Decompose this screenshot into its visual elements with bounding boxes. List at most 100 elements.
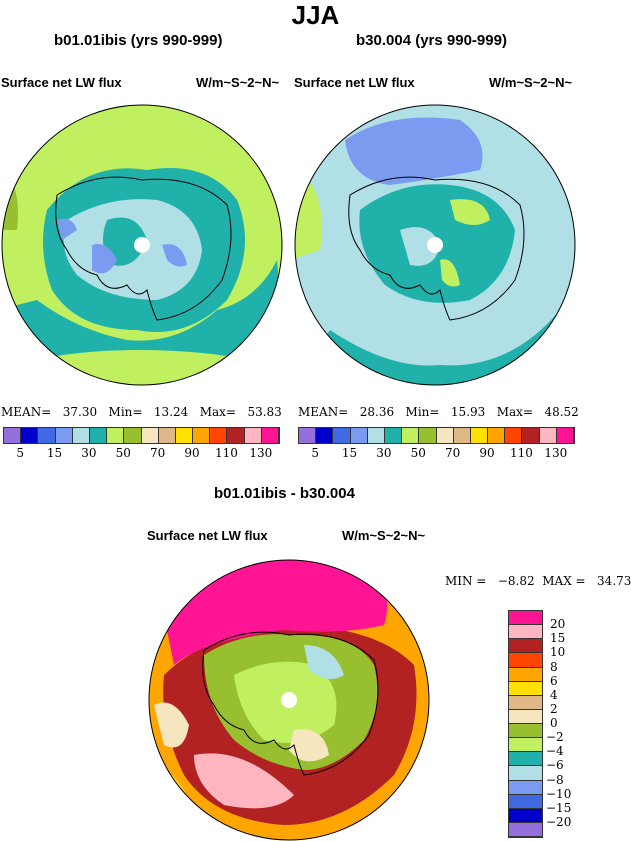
colorbar-swatch — [316, 428, 334, 443]
polar-map-difference — [148, 559, 430, 841]
contour-fill — [164, 560, 388, 665]
variable-label-left: Surface net LW flux — [1, 75, 122, 90]
colorbar-swatch — [522, 428, 540, 443]
antarctica-coastline — [348, 176, 525, 321]
contour-fill — [304, 645, 344, 679]
colorbar-tick-label: 70 — [150, 446, 166, 460]
pole-mask — [427, 237, 443, 253]
colorbar-tick-label: −2 — [546, 730, 564, 745]
colorbar-swatch — [509, 738, 542, 753]
colorbar-tick-label: 6 — [550, 673, 558, 688]
units-label-left: W/m~S~2~N~ — [196, 75, 280, 90]
diff-title: b01.01ibis - b30.004 — [214, 485, 355, 502]
colorbar-swatch — [509, 780, 542, 795]
colorbar-swatch — [509, 724, 542, 739]
colorbar-tick-label: 50 — [410, 446, 426, 460]
colorbar-swatch — [21, 428, 39, 443]
colorbar-tick-label: 15 — [341, 446, 358, 460]
diff-units-label: W/m~S~2~N~ — [342, 528, 426, 543]
colorbar-tick-label: 0 — [550, 716, 558, 730]
colorbar-swatch — [509, 766, 542, 781]
colorbar-swatch — [509, 695, 542, 710]
colorbar-swatch — [470, 428, 489, 443]
colorbar-tick-label: 20 — [550, 617, 566, 632]
colorbar-tick-label: −10 — [546, 786, 572, 801]
colorbar-swatch — [367, 428, 385, 443]
colorbar-tick-label: −8 — [546, 772, 564, 787]
contour-fill — [92, 244, 117, 274]
contour-fill — [440, 259, 460, 287]
colorbar-swatch — [539, 428, 557, 443]
colorbar-swatch — [509, 808, 542, 823]
colorbar-right — [298, 427, 575, 444]
colorbar-tick-label: 5 — [311, 446, 320, 460]
colorbar-swatch — [556, 428, 574, 443]
colorbar-swatch — [509, 639, 542, 654]
contour-fill — [450, 199, 490, 225]
map-border — [148, 559, 430, 841]
colorbar-tick-label: 30 — [376, 446, 392, 460]
colorbar-swatch — [210, 428, 228, 443]
colorbar-swatch — [350, 428, 368, 443]
colorbar-tick-label: 110 — [509, 446, 533, 460]
antarctica-coastline — [55, 176, 232, 321]
colorbar-swatch — [384, 428, 403, 443]
contour-fill — [400, 227, 440, 266]
colorbar-swatch — [419, 428, 437, 443]
colorbar-swatch — [244, 428, 262, 443]
colorbar-swatch — [402, 428, 420, 443]
pole-mask — [134, 237, 150, 253]
colorbar-swatch — [509, 625, 542, 640]
polar-map-left — [1, 104, 283, 386]
diff-minmax: MIN = −8.82 MAX = 34.73 — [445, 574, 631, 588]
colorbar-tick-label: 90 — [184, 446, 200, 460]
contour-fill — [103, 217, 147, 266]
colorbar-tick-label: 90 — [479, 446, 495, 460]
colorbar-left — [3, 427, 280, 444]
colorbar-tick-label: 130 — [249, 446, 273, 460]
panel-title-left: b01.01ibis (yrs 990-999) — [54, 32, 223, 49]
colorbar-swatch — [509, 667, 542, 682]
contour-fill — [194, 753, 294, 809]
contour-fill — [154, 702, 189, 748]
colorbar-swatch — [38, 428, 56, 443]
colorbar-swatch — [509, 653, 542, 668]
colorbar-tick-label: −6 — [546, 758, 564, 773]
colorbar-swatch — [124, 428, 142, 443]
pole-mask — [281, 692, 297, 708]
colorbar-tick-label: −15 — [546, 800, 572, 815]
colorbar-tick-label: 5 — [16, 446, 25, 460]
colorbar-tick-label: 15 — [550, 631, 566, 646]
colorbar-tick-label: 110 — [214, 446, 238, 460]
figure-title: JJA — [291, 0, 340, 30]
colorbar-swatch — [261, 428, 279, 443]
stats-right: MEAN= 28.36 Min= 15.93 Max= 48.52 — [298, 405, 579, 419]
colorbar-swatch — [509, 681, 542, 696]
colorbar-swatch — [158, 428, 176, 443]
colorbar-swatch — [505, 428, 523, 443]
colorbar-swatch — [509, 709, 542, 724]
colorbar-tick-label: 30 — [81, 446, 97, 460]
contour-fill — [2, 350, 282, 385]
map-border — [294, 104, 576, 386]
colorbar-swatch — [299, 428, 317, 443]
colorbar-swatch — [509, 822, 542, 837]
colorbar-swatch — [509, 611, 542, 626]
colorbar-swatch — [4, 428, 22, 443]
stats-left: MEAN= 37.30 Min= 13.24 Max= 53.83 — [1, 405, 282, 419]
colorbar-swatch — [509, 794, 542, 809]
colorbar-swatch — [453, 428, 471, 443]
contour-fill — [162, 244, 187, 267]
variable-label-right: Surface net LW flux — [294, 75, 415, 90]
colorbar-tick-label: 15 — [46, 446, 63, 460]
antarctica-coastline — [202, 631, 379, 776]
colorbar-difference — [508, 610, 543, 838]
colorbar-swatch — [72, 428, 90, 443]
units-label-right: W/m~S~2~N~ — [489, 75, 573, 90]
colorbar-tick-label: 4 — [550, 687, 558, 702]
colorbar-swatch — [107, 428, 125, 443]
colorbar-tick-label: 2 — [550, 701, 558, 716]
colorbar-swatch — [141, 428, 159, 443]
colorbar-tick-label: 130 — [544, 446, 568, 460]
